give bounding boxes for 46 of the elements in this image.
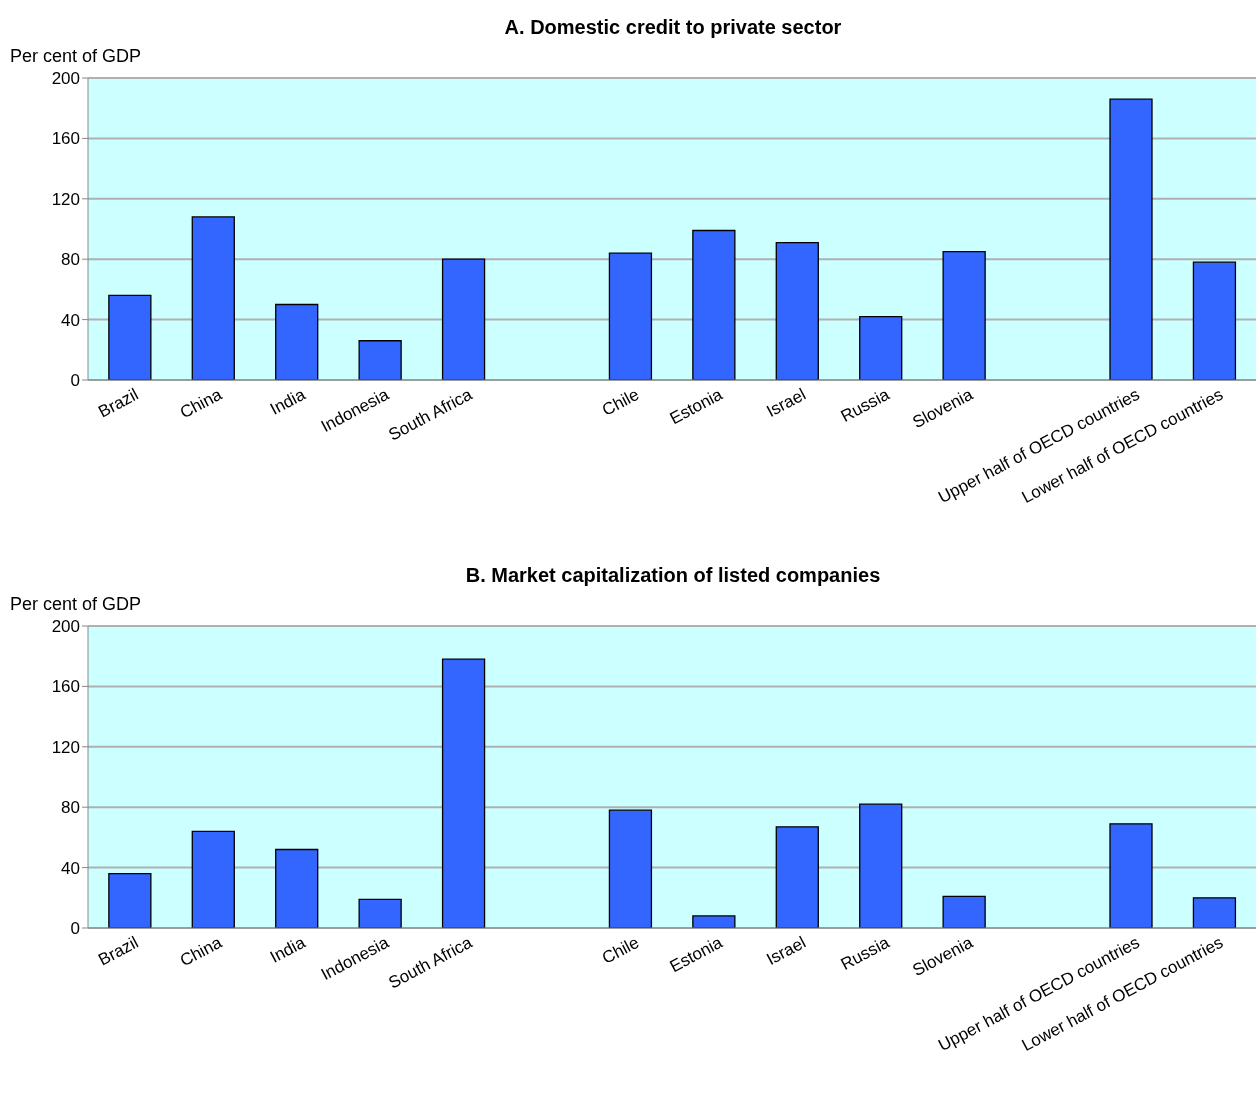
bar: [441, 258, 486, 380]
x-tick-label: Chile: [599, 932, 643, 968]
y-tick-label: 40: [61, 310, 80, 330]
bar: [441, 658, 486, 928]
y-axis-title: Per cent of GDP: [9, 594, 143, 616]
y-tick-label: 40: [61, 858, 80, 878]
bar: [942, 251, 986, 380]
x-tick-label: China: [176, 932, 226, 971]
chart-title: B. Market capitalization of listed companies: [464, 563, 882, 588]
chart-title: A. Domestic credit to private sector: [503, 15, 843, 40]
bar: [775, 241, 819, 380]
bar: [859, 803, 903, 928]
y-tick-label: 80: [61, 250, 80, 270]
bar: [1109, 823, 1153, 928]
bar: [692, 229, 736, 380]
y-tick-label: 200: [51, 617, 80, 637]
y-tick-label: 160: [51, 129, 80, 149]
x-tick-label: India: [266, 384, 309, 419]
bar: [692, 915, 736, 928]
bar: [1109, 98, 1153, 380]
bar: [608, 252, 653, 380]
bar: [1192, 261, 1237, 380]
bar: [191, 216, 235, 380]
bar: [775, 826, 819, 928]
y-tick-label: 80: [61, 798, 80, 818]
bar: [942, 895, 986, 928]
y-tick-label: 160: [51, 677, 80, 697]
x-tick-label: Chile: [599, 384, 643, 420]
x-tick-label: India: [266, 932, 309, 967]
y-tick-label: 0: [70, 919, 80, 939]
bar: [1192, 897, 1237, 928]
y-tick-label: 120: [51, 189, 80, 209]
bar: [275, 848, 319, 928]
bar: [859, 315, 903, 380]
bar: [108, 294, 152, 380]
bar: [275, 303, 319, 380]
bar: [608, 809, 653, 928]
bar: [358, 340, 402, 380]
y-tick-label: 0: [70, 371, 80, 391]
y-axis-title: Per cent of GDP: [9, 46, 143, 68]
bar: [358, 898, 402, 928]
y-tick-label: 120: [51, 737, 80, 757]
bar: [191, 830, 235, 928]
bar: [108, 872, 152, 928]
y-tick-label: 200: [51, 69, 80, 89]
x-tick-label: China: [176, 384, 226, 423]
